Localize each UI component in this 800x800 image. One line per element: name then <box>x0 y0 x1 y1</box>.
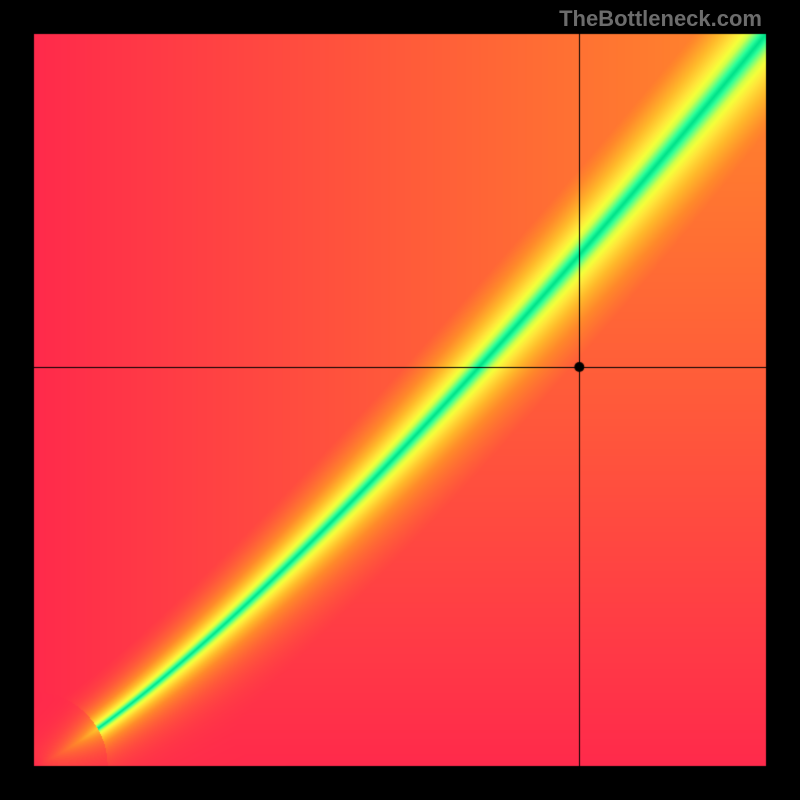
bottleneck-heatmap <box>0 0 800 800</box>
watermark-text: TheBottleneck.com <box>559 6 762 32</box>
